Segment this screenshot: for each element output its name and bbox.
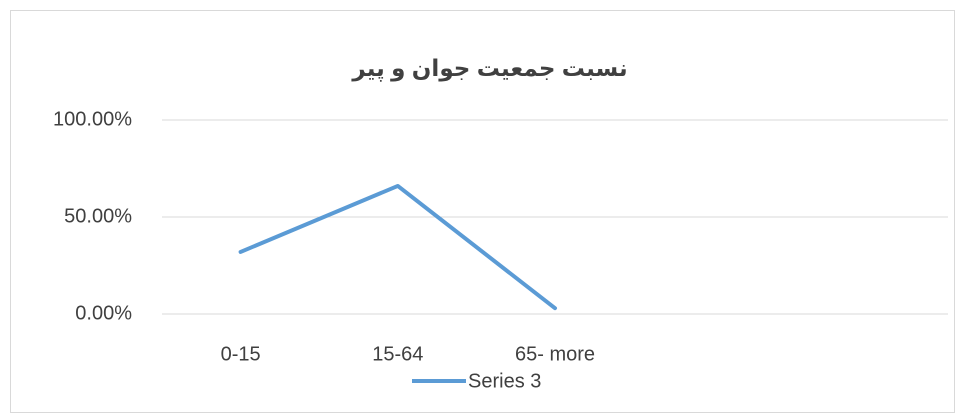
x-tick-label: 65- more bbox=[515, 343, 595, 365]
legend-label: Series 3 bbox=[468, 370, 541, 392]
y-tick-label: 50.00% bbox=[64, 205, 132, 227]
x-tick-label: 0-15 bbox=[221, 343, 261, 365]
chart-title: نسبت جمعیت جوان و پیر bbox=[351, 55, 627, 82]
data-line bbox=[238, 183, 557, 311]
y-tick-label: 100.00% bbox=[53, 108, 132, 130]
chart-frame bbox=[10, 10, 955, 413]
y-tick-label: 0.00% bbox=[75, 302, 132, 324]
x-tick-label: 15-64 bbox=[372, 343, 423, 365]
